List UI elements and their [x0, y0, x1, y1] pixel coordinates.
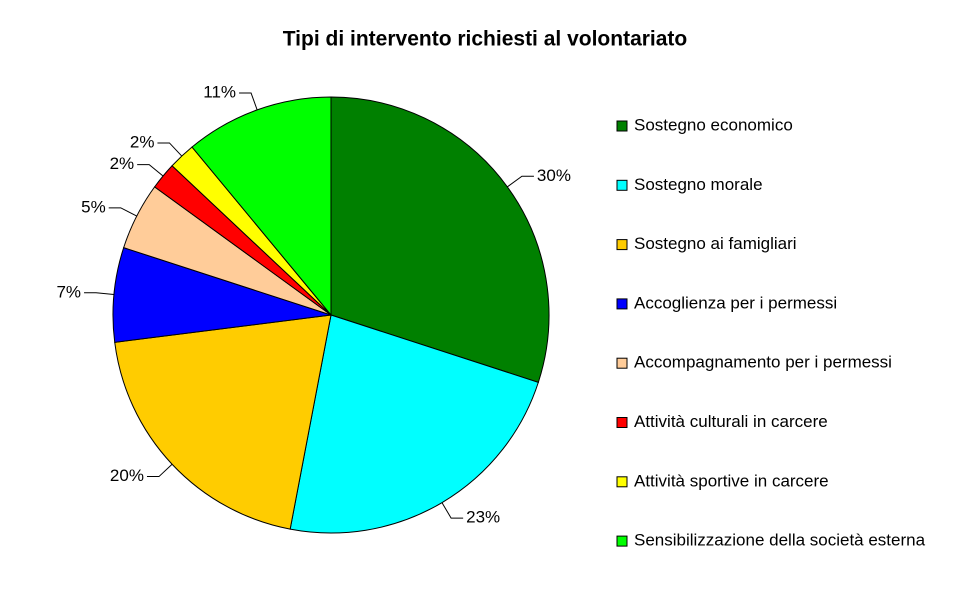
leader-line: [507, 175, 534, 188]
leader-line: [441, 502, 464, 519]
leader-line: [137, 164, 164, 177]
legend-swatch: [616, 298, 628, 310]
data-label: 7%: [56, 282, 81, 301]
leader-line: [157, 142, 183, 157]
legend-label: Sostegno morale: [634, 175, 763, 194]
legend-swatch: [616, 120, 628, 132]
legend-swatch: [616, 535, 628, 547]
legend-swatch: [616, 179, 628, 191]
data-label: 5%: [81, 197, 106, 216]
legend-label: Accoglienza per i permessi: [634, 293, 837, 312]
data-label: 30%: [537, 166, 571, 185]
legend-swatch: [616, 239, 628, 251]
data-label: 11%: [203, 82, 236, 101]
data-label: 20%: [110, 466, 144, 485]
leader-line: [146, 463, 173, 478]
legend-label: Sostegno ai famigliari: [634, 234, 797, 253]
leader-line: [239, 92, 258, 111]
legend-swatch: [616, 357, 628, 369]
leader-line: [108, 207, 137, 217]
legend-label: Accompagnamento per i permessi: [634, 353, 892, 372]
legend-label: Attività culturali in carcere: [634, 412, 828, 431]
pie-slice: [191, 96, 332, 317]
legend-swatch: [616, 476, 628, 488]
data-label: 2%: [130, 132, 155, 151]
legend-label: Sostegno economico: [634, 115, 793, 134]
legend-label: Sensibilizzazione della società esterna: [634, 531, 926, 550]
chart-title: Tipi di intervento richiesti al volontar…: [283, 28, 688, 51]
legend-label: Attività sportive in carcere: [634, 471, 829, 490]
pie-slice: [330, 96, 550, 383]
leader-line: [84, 292, 115, 295]
data-label: 23%: [466, 508, 500, 527]
data-label: 2%: [110, 154, 135, 173]
pie-slice: [114, 314, 332, 530]
legend-swatch: [616, 417, 628, 428]
